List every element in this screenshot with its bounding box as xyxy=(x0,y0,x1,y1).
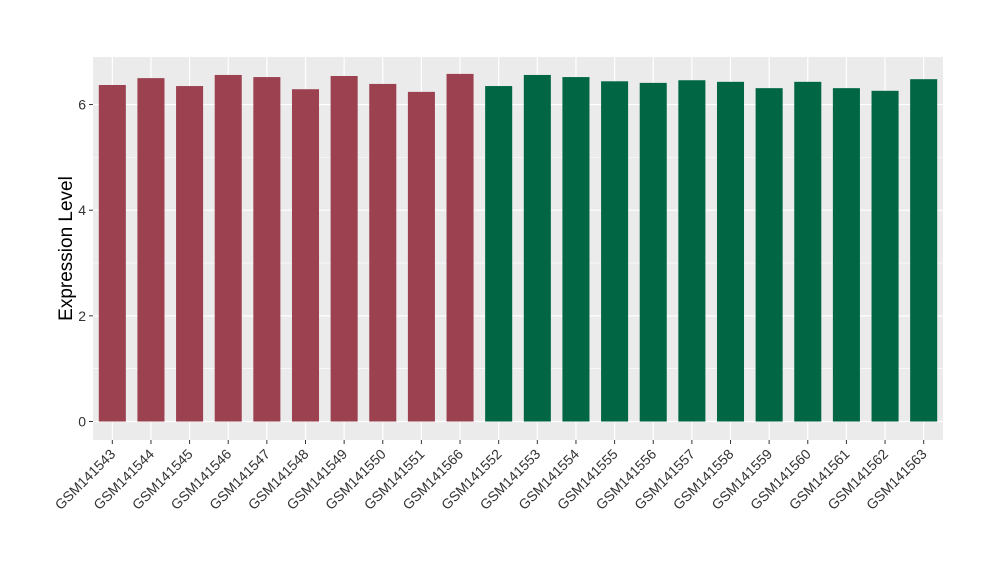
bars xyxy=(98,73,938,422)
y-tick-label: 0 xyxy=(78,414,86,430)
x-axis: GSM141543GSM141544GSM141545GSM141546GSM1… xyxy=(52,440,930,513)
bar-GSM141556 xyxy=(639,82,667,422)
bar-GSM141560 xyxy=(794,81,822,422)
bar-GSM141543 xyxy=(98,84,126,422)
bar-GSM141563 xyxy=(910,79,938,422)
y-tick-label: 2 xyxy=(78,308,86,324)
bar-GSM141546 xyxy=(214,74,242,422)
y-tick-label: 4 xyxy=(78,202,86,218)
bar-GSM141549 xyxy=(330,76,358,422)
y-tick-label: 6 xyxy=(78,97,86,113)
bar-GSM141555 xyxy=(601,81,629,422)
bar-GSM141553 xyxy=(523,74,551,422)
bar-GSM141551 xyxy=(407,91,435,422)
bar-GSM141544 xyxy=(137,78,165,422)
bar-GSM141552 xyxy=(485,86,513,422)
bar-GSM141547 xyxy=(253,77,281,422)
bar-GSM141561 xyxy=(832,88,860,422)
bar-GSM141550 xyxy=(369,83,397,422)
bar-GSM141566 xyxy=(446,73,474,422)
bar-GSM141558 xyxy=(716,81,745,422)
bar-GSM141557 xyxy=(678,80,706,422)
bar-GSM141562 xyxy=(871,90,899,422)
y-axis: 0 2 4 6 xyxy=(78,97,93,430)
bar-GSM141545 xyxy=(176,86,204,422)
bar-GSM141559 xyxy=(755,88,783,422)
y-axis-label: Expression Level xyxy=(56,176,77,321)
bar-GSM141548 xyxy=(291,89,320,422)
bar-GSM141554 xyxy=(562,77,590,422)
